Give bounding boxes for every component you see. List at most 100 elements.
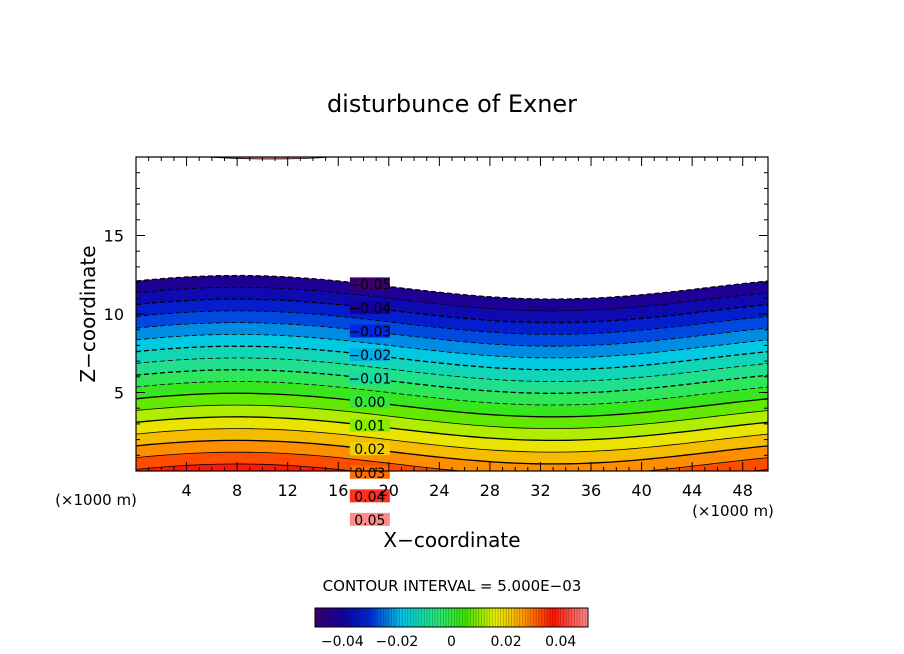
y-tick-label: 15: [104, 227, 124, 246]
x-axis-label: X−coordinate: [383, 528, 520, 552]
colorbar-cell: [544, 608, 548, 627]
colorbar-cell: [462, 608, 466, 627]
x-tick-label: 28: [480, 481, 500, 500]
x-tick-label: 12: [278, 481, 298, 500]
contour-line: [136, 369, 768, 394]
contour-label: −0.03: [348, 324, 391, 340]
colorbar-cell: [342, 608, 346, 627]
contour-label: −0.05: [348, 277, 391, 293]
colorbar-cell: [522, 608, 526, 627]
x-tick-label: 4: [181, 481, 191, 500]
x-tick-label: 16: [328, 481, 348, 500]
colorbar: [314, 607, 589, 628]
contour-label-bg: [349, 418, 390, 432]
colorbar-cell: [405, 608, 409, 627]
contour-fill-layer: [136, 157, 768, 471]
colorbar-cell: [517, 608, 521, 627]
colorbar-cell: [416, 608, 420, 627]
colorbar-cell: [536, 608, 540, 627]
contour-band: [136, 463, 768, 471]
colorbar-cell: [383, 608, 387, 627]
colorbar-cell: [347, 608, 351, 627]
contour-line-layer: [136, 274, 768, 500]
colorbar-tick-label: −0.02: [375, 634, 418, 650]
colorbar-cell: [388, 608, 392, 627]
contour-line: [136, 274, 768, 300]
colorbar-cell: [448, 608, 452, 627]
colorbar-cell: [500, 608, 504, 627]
colorbar-tick-label: 0.04: [545, 634, 576, 650]
colorbar-cell: [402, 608, 406, 627]
contour-band: [136, 275, 768, 311]
colorbar-cell: [380, 608, 384, 627]
colorbar-cell: [495, 608, 499, 627]
contour-band: [136, 393, 768, 429]
colorbar-cell: [459, 608, 463, 627]
colorbar-cell: [336, 608, 340, 627]
colorbar-cell: [394, 608, 398, 627]
colorbar-cell: [451, 608, 455, 627]
colorbar-cell: [396, 608, 401, 627]
colorbar-cell: [579, 608, 583, 627]
colorbar-cell: [492, 608, 496, 627]
colorbar-cell: [470, 608, 474, 627]
colorbar-cell: [568, 608, 573, 627]
x-tick-label: 20: [379, 481, 399, 500]
colorbar-tick-label: −0.04: [321, 634, 364, 650]
colorbar-cell: [552, 608, 556, 627]
colorbar-cell: [317, 608, 321, 627]
colorbar-cell: [369, 608, 373, 627]
colorbar-cell: [478, 608, 482, 627]
colorbar-cell: [385, 608, 390, 627]
contour-band: [136, 405, 768, 441]
contour-band: [136, 346, 768, 382]
colorbar-cell: [577, 608, 581, 627]
colorbar-cell: [334, 608, 338, 627]
colorbar-cell: [413, 608, 417, 627]
contour-label-bg: [349, 300, 390, 314]
colorbar-cell: [489, 608, 493, 627]
colorbar-cell: [541, 608, 545, 627]
colorbar-cell: [325, 608, 330, 627]
contour-label: 0.05: [354, 513, 385, 529]
contour-label-bg: [349, 489, 390, 503]
colorbar-cell: [323, 608, 327, 627]
colorbar-cell: [456, 608, 461, 627]
colorbar-cell: [443, 608, 447, 627]
contour-label: 0.01: [354, 419, 385, 435]
colorbar-cell: [563, 608, 567, 627]
colorbar-cell: [582, 608, 586, 627]
contour-label: −0.04: [348, 301, 391, 317]
x-tick-labels: 4 8 12 16 20 24 28 32 36 40 44 48: [181, 481, 752, 500]
contour-line: [136, 476, 768, 500]
contour-band: [136, 299, 768, 335]
contour-line: [136, 345, 768, 371]
colorbar-cell: [566, 608, 570, 627]
contour-band: [136, 334, 768, 370]
colorbar-cell: [407, 608, 411, 627]
contour-label: −0.02: [348, 348, 391, 364]
contour-label-bg: [349, 371, 390, 385]
colorbar-cell: [454, 608, 458, 627]
contour-line: [136, 298, 768, 324]
contour-label-bg: [349, 348, 390, 362]
contour-line: [136, 404, 768, 429]
contour-label: −0.01: [348, 372, 391, 388]
colorbar-cell: [426, 608, 431, 627]
colorbar-cell: [353, 608, 357, 627]
colorbar-cell: [503, 608, 507, 627]
y-tick-label: 5: [114, 384, 124, 403]
colorbar-cell: [574, 608, 578, 627]
contour-band: [136, 381, 768, 417]
chart-title: disturbunce of Exner: [327, 90, 577, 118]
contour-label: 0.00: [354, 395, 385, 411]
colorbar-cell: [571, 608, 575, 627]
colorbar-cell: [497, 608, 502, 627]
colorbar-cell: [519, 608, 523, 627]
colorbar-cell: [435, 608, 439, 627]
colorbar-cell: [355, 608, 360, 627]
x-tick-label: 8: [232, 481, 242, 500]
colorbar-tick-label: 0: [447, 634, 456, 650]
contour-band: [136, 452, 768, 471]
